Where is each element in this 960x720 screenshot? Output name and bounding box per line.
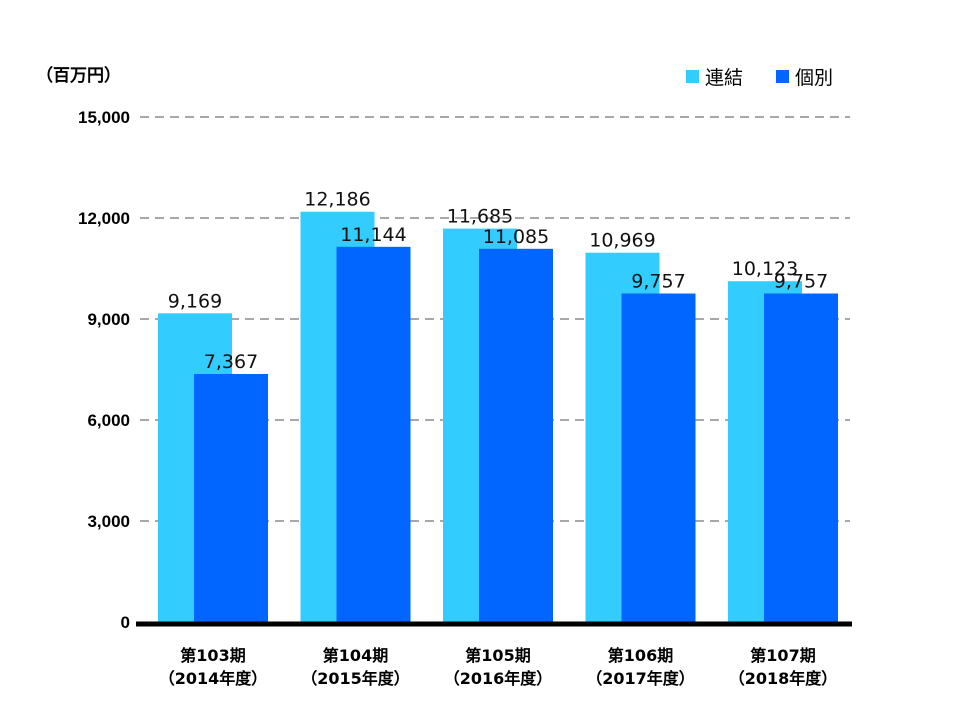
data-label: 11,685 <box>447 206 513 228</box>
y-tick-label: 9,000 <box>87 310 130 329</box>
x-tick-label: 第107期 <box>750 646 815 665</box>
x-tick-label: 第106期 <box>608 646 673 665</box>
data-label: 12,186 <box>304 189 370 211</box>
bar-individual <box>479 248 553 622</box>
y-tick-label: 12,000 <box>78 209 130 228</box>
data-label: 7,367 <box>204 351 258 373</box>
data-label: 9,169 <box>168 290 222 312</box>
y-axis-ticks: 0 3,000 6,000 9,000 12,000 15,000 <box>78 108 130 632</box>
x-axis-ticks: 第103期 （2014年度） 第104期 （2015年度） 第105期 （2016年度） 第… <box>159 646 838 688</box>
y-tick-label: 6,000 <box>87 411 130 430</box>
legend-swatch <box>776 70 789 83</box>
data-label: 9,757 <box>774 271 828 293</box>
data-label: 9,757 <box>631 271 685 293</box>
x-tick-sublabel: （2014年度） <box>159 669 268 688</box>
data-label: 10,123 <box>732 258 798 280</box>
bar-individual <box>336 246 411 622</box>
x-tick-sublabel: （2016年度） <box>444 669 553 688</box>
x-tick-sublabel: （2017年度） <box>586 669 695 688</box>
bars <box>158 211 838 623</box>
bar-individual <box>764 293 838 622</box>
y-tick-label: 15,000 <box>78 108 130 127</box>
x-tick-label: 第105期 <box>465 646 530 665</box>
bar-individual <box>621 293 696 622</box>
legend: 連結 個別 <box>686 67 833 89</box>
data-label: 11,085 <box>483 226 549 248</box>
legend-label: 連結 <box>705 67 743 89</box>
y-tick-label: 3,000 <box>87 512 130 531</box>
bar-individual <box>194 373 268 622</box>
legend-label: 個別 <box>795 67 833 89</box>
x-tick-label: 第103期 <box>180 646 245 665</box>
x-tick-sublabel: （2015年度） <box>301 669 410 688</box>
x-tick-label: 第104期 <box>323 646 388 665</box>
data-label: 10,969 <box>589 230 655 252</box>
y-axis-unit-label: （百万円） <box>36 65 121 86</box>
legend-swatch <box>686 70 699 83</box>
x-tick-sublabel: （2018年度） <box>729 669 838 688</box>
y-tick-label: 0 <box>121 613 130 632</box>
data-label: 11,144 <box>340 224 406 246</box>
